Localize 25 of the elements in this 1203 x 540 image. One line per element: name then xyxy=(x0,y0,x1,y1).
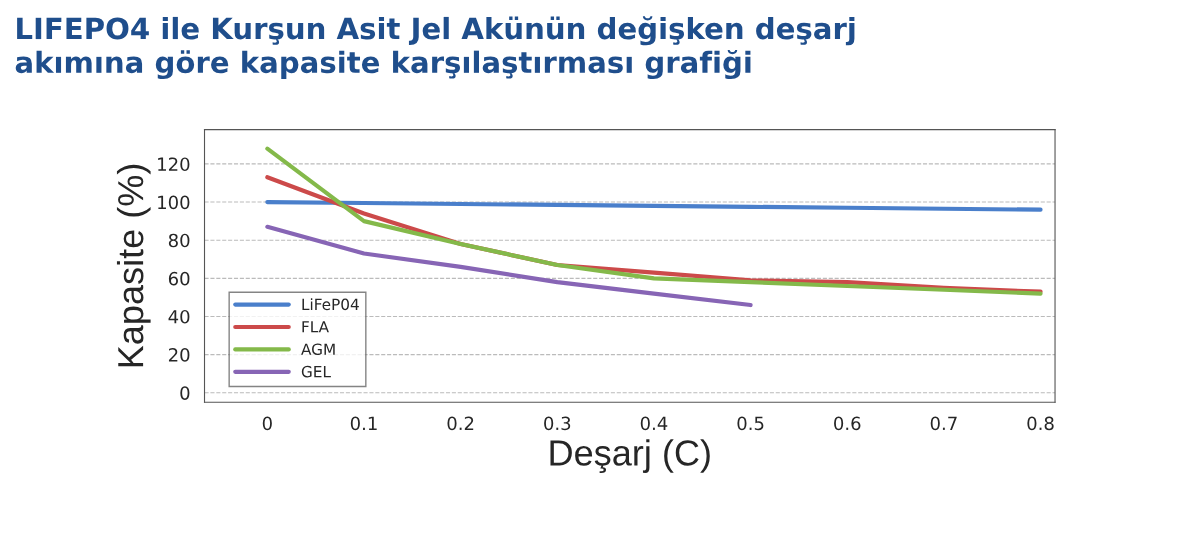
chart-title: LIFEPO4 ile Kurşun Asit Jel Akünün değişken deşarj akımına göre kapasite karşılaştırması grafiği xyxy=(15,16,855,80)
x-axis-title: Deşarj (C) xyxy=(550,439,710,474)
x-tick-label: 0.6 xyxy=(834,416,861,431)
x-tick-label: 0 xyxy=(262,416,272,431)
x-tick-label: 0.4 xyxy=(640,416,668,431)
x-tick-label: 0.7 xyxy=(930,416,957,431)
legend-label: LiFeP04 xyxy=(302,298,359,311)
x-tick-label: 0.5 xyxy=(737,416,764,431)
y-axis-title: Kapasite (%) xyxy=(116,164,151,367)
x-tick-label: 0.8 xyxy=(1027,416,1054,431)
y-tick-label: 60 xyxy=(168,271,190,286)
y-tick-label: 0 xyxy=(180,386,190,400)
x-tick-label: 0.1 xyxy=(350,416,377,431)
line-series xyxy=(265,199,1043,212)
y-tick-label: 120 xyxy=(158,157,190,172)
x-tick-label: 0.3 xyxy=(544,416,571,431)
legend-label: GEL xyxy=(301,365,331,378)
line-series xyxy=(265,146,1043,296)
legend-label: AGM xyxy=(301,343,335,355)
y-tick-label: 80 xyxy=(168,233,190,248)
y-tick-label: 20 xyxy=(168,348,190,362)
x-tick-label: 0.2 xyxy=(447,416,474,431)
y-tick-label: 40 xyxy=(168,309,190,324)
legend-label: FLA xyxy=(302,321,329,333)
y-tick-label: 100 xyxy=(158,195,190,210)
